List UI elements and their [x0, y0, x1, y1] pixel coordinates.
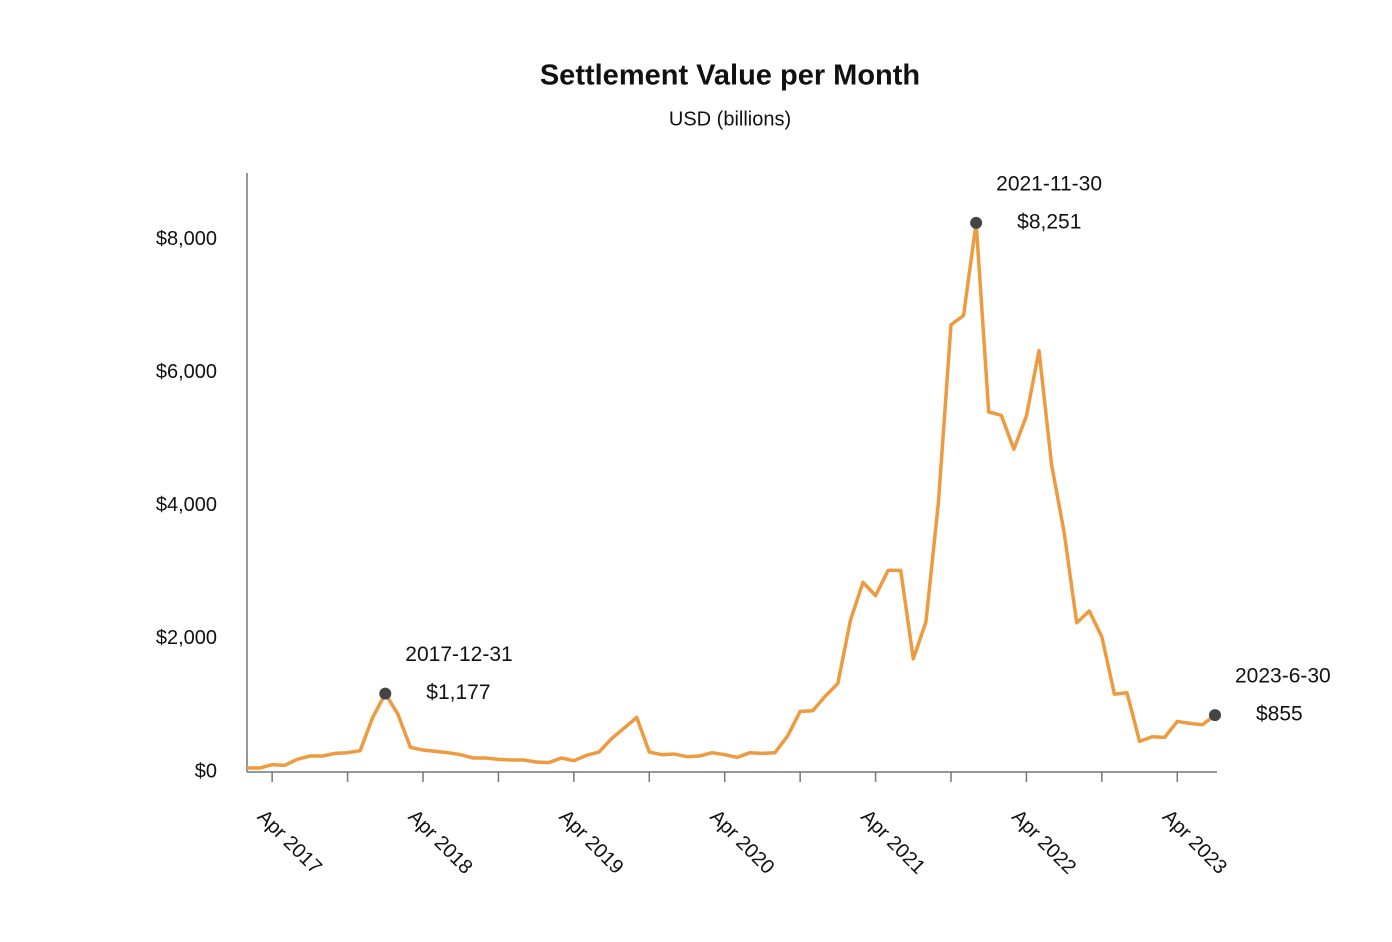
annotation-value: $855	[1256, 703, 1303, 726]
x-tick-label: Apr 2018	[404, 806, 477, 879]
x-tick-label: Apr 2023	[1158, 806, 1231, 879]
annotation-date: 2021-11-30	[996, 172, 1102, 195]
x-tick-label: Apr 2019	[555, 806, 628, 879]
y-tick-label: $2,000	[156, 627, 217, 649]
y-tick-label: $8,000	[156, 228, 217, 250]
chart-subtitle: USD (billions)	[669, 108, 791, 130]
chart-title: Settlement Value per Month	[540, 60, 920, 92]
y-tick-label: $0	[195, 760, 217, 782]
x-tick-label: Apr 2020	[705, 806, 778, 879]
y-tick-label: $4,000	[156, 494, 217, 516]
annotation-value: $8,251	[1017, 210, 1081, 233]
x-tick-label: Apr 2021	[856, 806, 929, 879]
annotation-point	[1209, 709, 1221, 722]
y-tick-label: $6,000	[156, 361, 217, 383]
x-tick-label: Apr 2022	[1007, 806, 1080, 879]
line-series	[247, 221, 1217, 770]
annotation-point	[970, 216, 983, 229]
annotation-date: 2017-12-31	[405, 643, 512, 666]
annotation-point	[379, 687, 392, 700]
x-tick-label: Apr 2017	[253, 806, 326, 879]
annotation-date: 2023-6-30	[1235, 665, 1331, 688]
annotation-value: $1,177	[426, 681, 490, 704]
